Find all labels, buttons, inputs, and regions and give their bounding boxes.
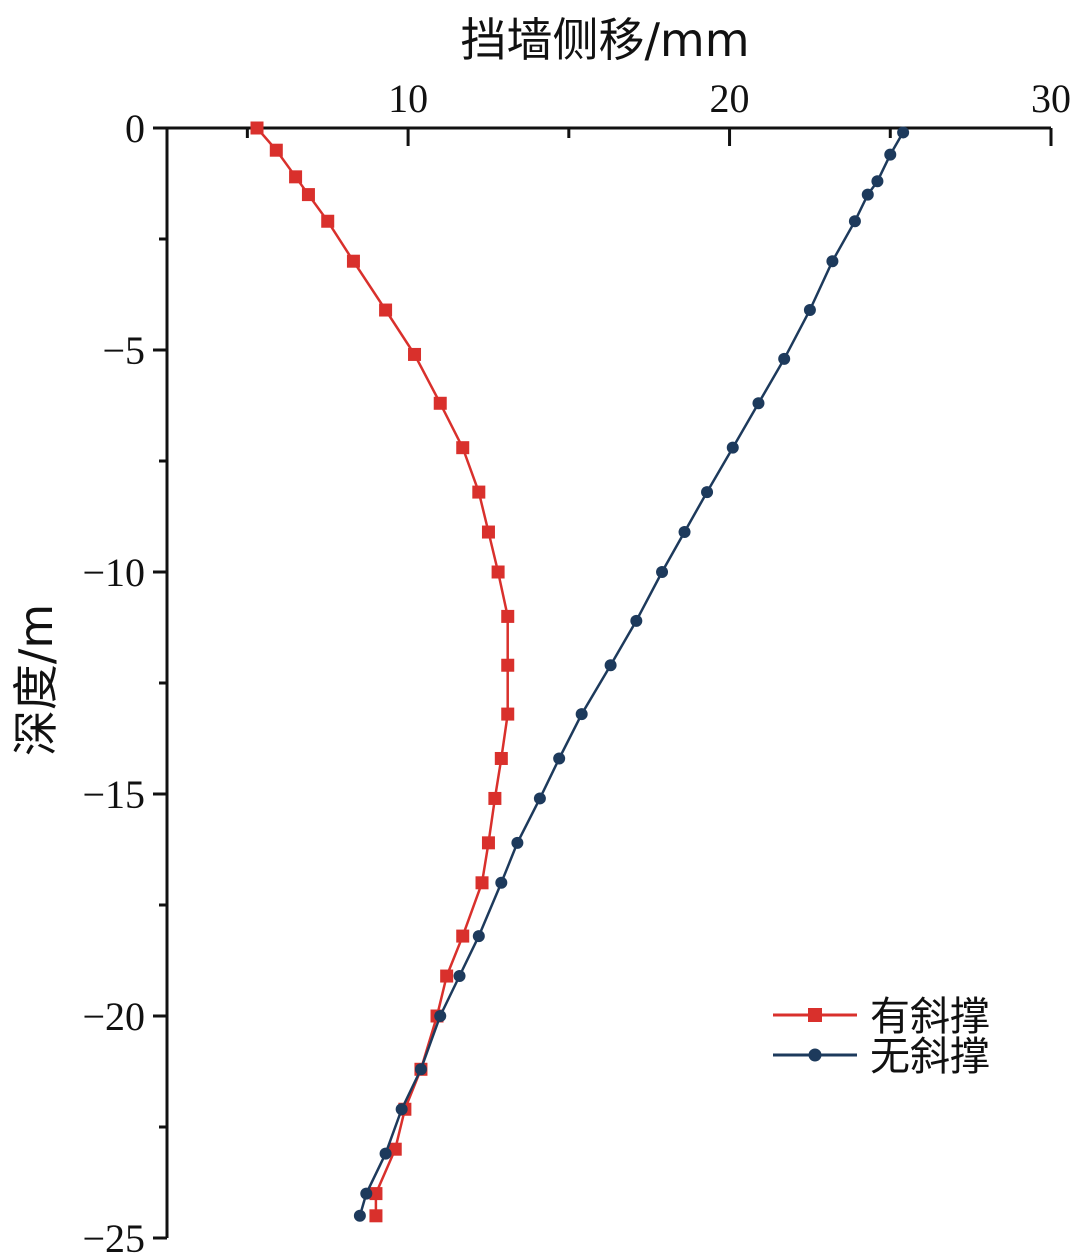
data-point — [575, 708, 588, 721]
data-point — [630, 614, 643, 627]
data-point — [388, 1142, 402, 1156]
data-point — [360, 1187, 373, 1200]
legend-marker-series-2 — [808, 1048, 822, 1062]
data-point — [414, 1063, 427, 1076]
data-point — [501, 658, 515, 672]
data-point — [803, 304, 816, 317]
x-tick-label: 10 — [388, 76, 428, 121]
x-tick-label: 30 — [1031, 76, 1071, 121]
data-point — [752, 397, 765, 410]
data-point — [726, 441, 739, 454]
data-point — [369, 1187, 383, 1201]
data-point — [481, 836, 495, 850]
y-tick-label: 0 — [125, 106, 145, 151]
data-point — [456, 441, 470, 455]
data-point — [871, 175, 884, 188]
data-point — [475, 876, 489, 890]
data-point — [511, 836, 524, 849]
legend-label-series-1: 有斜撑 — [870, 994, 990, 1040]
data-point — [440, 969, 454, 983]
data-point — [488, 791, 502, 805]
data-point — [884, 148, 897, 161]
data-point — [533, 792, 546, 805]
data-point — [491, 565, 505, 579]
data-point — [848, 215, 861, 228]
data-point — [379, 1147, 392, 1160]
data-point — [778, 352, 791, 365]
legend-label-series-2: 无斜撑 — [870, 1034, 990, 1080]
data-point — [395, 1103, 408, 1116]
data-point — [501, 609, 515, 623]
data-point — [826, 255, 839, 268]
legend-marker-series-1 — [808, 1008, 822, 1022]
data-point — [481, 525, 495, 539]
series-2 — [353, 126, 910, 1222]
data-point — [321, 214, 335, 228]
data-point — [250, 121, 264, 135]
data-point — [434, 1010, 447, 1022]
y-tick-label: −5 — [102, 328, 145, 373]
y-tick-label: −10 — [82, 550, 145, 595]
data-point — [553, 752, 566, 765]
series-line — [358, 131, 905, 1217]
data-point — [433, 396, 447, 410]
y-tick-label: −20 — [82, 994, 145, 1039]
x-tick-label: 20 — [710, 76, 750, 121]
data-point — [494, 751, 508, 765]
series-1 — [250, 121, 515, 1223]
data-point — [472, 485, 486, 499]
data-point — [353, 1209, 366, 1222]
data-point — [289, 170, 303, 184]
data-point — [408, 347, 422, 361]
data-point — [456, 929, 470, 943]
data-point — [604, 659, 617, 672]
legend: 有斜撑 无斜撑 — [773, 994, 990, 1080]
data-point — [269, 143, 283, 157]
axes: 10 20 30 0 −5 −10 −15 −20 −25 — [82, 76, 1071, 1256]
x-axis-title: 挡墙侧移/mm — [460, 13, 749, 67]
data-point — [346, 254, 360, 268]
data-point — [495, 876, 508, 889]
data-point — [897, 126, 910, 139]
data-point — [861, 188, 874, 201]
y-tick-label: −25 — [82, 1216, 145, 1256]
data-point — [501, 707, 515, 721]
data-point — [656, 566, 669, 578]
data-point — [472, 930, 485, 943]
data-point — [453, 970, 466, 983]
data-point — [379, 303, 393, 317]
data-point — [369, 1209, 383, 1223]
data-point — [701, 486, 714, 499]
series-line — [256, 127, 509, 1216]
series-layer — [250, 121, 910, 1223]
data-point — [678, 526, 691, 539]
data-point — [301, 188, 315, 202]
y-axis-title: 深度/m — [9, 604, 63, 756]
y-tick-label: −15 — [82, 772, 145, 817]
